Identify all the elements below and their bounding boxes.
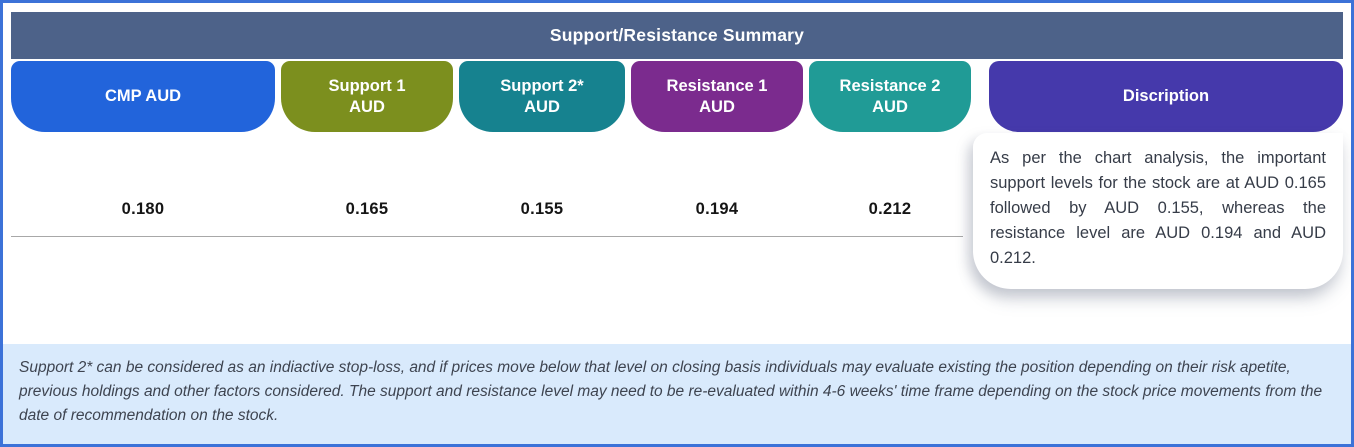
- column-header-resistance2: Resistance 2 AUD: [809, 61, 971, 132]
- description-card: As per the chart analysis, the important…: [973, 133, 1343, 289]
- value-support1: 0.165: [345, 200, 389, 218]
- description-text: As per the chart analysis, the important…: [990, 149, 1326, 267]
- column-header-support1-label: Support 1: [328, 76, 406, 95]
- column-header-support2: Support 2* AUD: [459, 61, 625, 132]
- column-header-support2-label-line2: AUD: [524, 97, 560, 116]
- footnote-text: Support 2* can be considered as an india…: [19, 359, 1323, 424]
- levels-table: CMP AUD Support 1 AUD Support 2* AUD Res…: [11, 61, 971, 237]
- column-header-resistance2-label-line2: AUD: [872, 97, 908, 116]
- column-header-description-label: Discription: [1122, 87, 1210, 105]
- column-header-resistance2-label: Resistance 2: [839, 76, 941, 95]
- column-header-row: CMP AUD Support 1 AUD Support 2* AUD Res…: [11, 61, 971, 132]
- column-header-description: Discription: [989, 61, 1343, 132]
- column-header-resistance1-label-line2: AUD: [699, 97, 735, 116]
- value-cmp: 0.180: [121, 200, 165, 218]
- summary-title-bar: Support/Resistance Summary: [11, 12, 1343, 59]
- value-support2: 0.155: [520, 200, 564, 218]
- value-resistance2: 0.212: [868, 200, 912, 218]
- column-header-support1-label-line2: AUD: [349, 97, 385, 116]
- values-row: 0.180 0.165 0.155 0.194 0.212: [11, 132, 963, 236]
- column-header-cmp-label: CMP AUD: [104, 87, 182, 105]
- column-header-resistance1: Resistance 1 AUD: [631, 61, 803, 132]
- value-resistance1: 0.194: [695, 200, 739, 218]
- column-header-support1: Support 1 AUD: [281, 61, 453, 132]
- column-header-resistance1-label: Resistance 1: [666, 76, 768, 95]
- summary-title: Support/Resistance Summary: [549, 25, 805, 45]
- column-header-support2-label: Support 2*: [500, 76, 584, 95]
- description-column: Discription As per the chart analysis, t…: [973, 61, 1343, 289]
- column-header-cmp: CMP AUD: [11, 61, 275, 132]
- footnote-band: Support 2* can be considered as an india…: [3, 344, 1351, 444]
- table-divider: [11, 236, 963, 237]
- summary-body: CMP AUD Support 1 AUD Support 2* AUD Res…: [11, 61, 1343, 289]
